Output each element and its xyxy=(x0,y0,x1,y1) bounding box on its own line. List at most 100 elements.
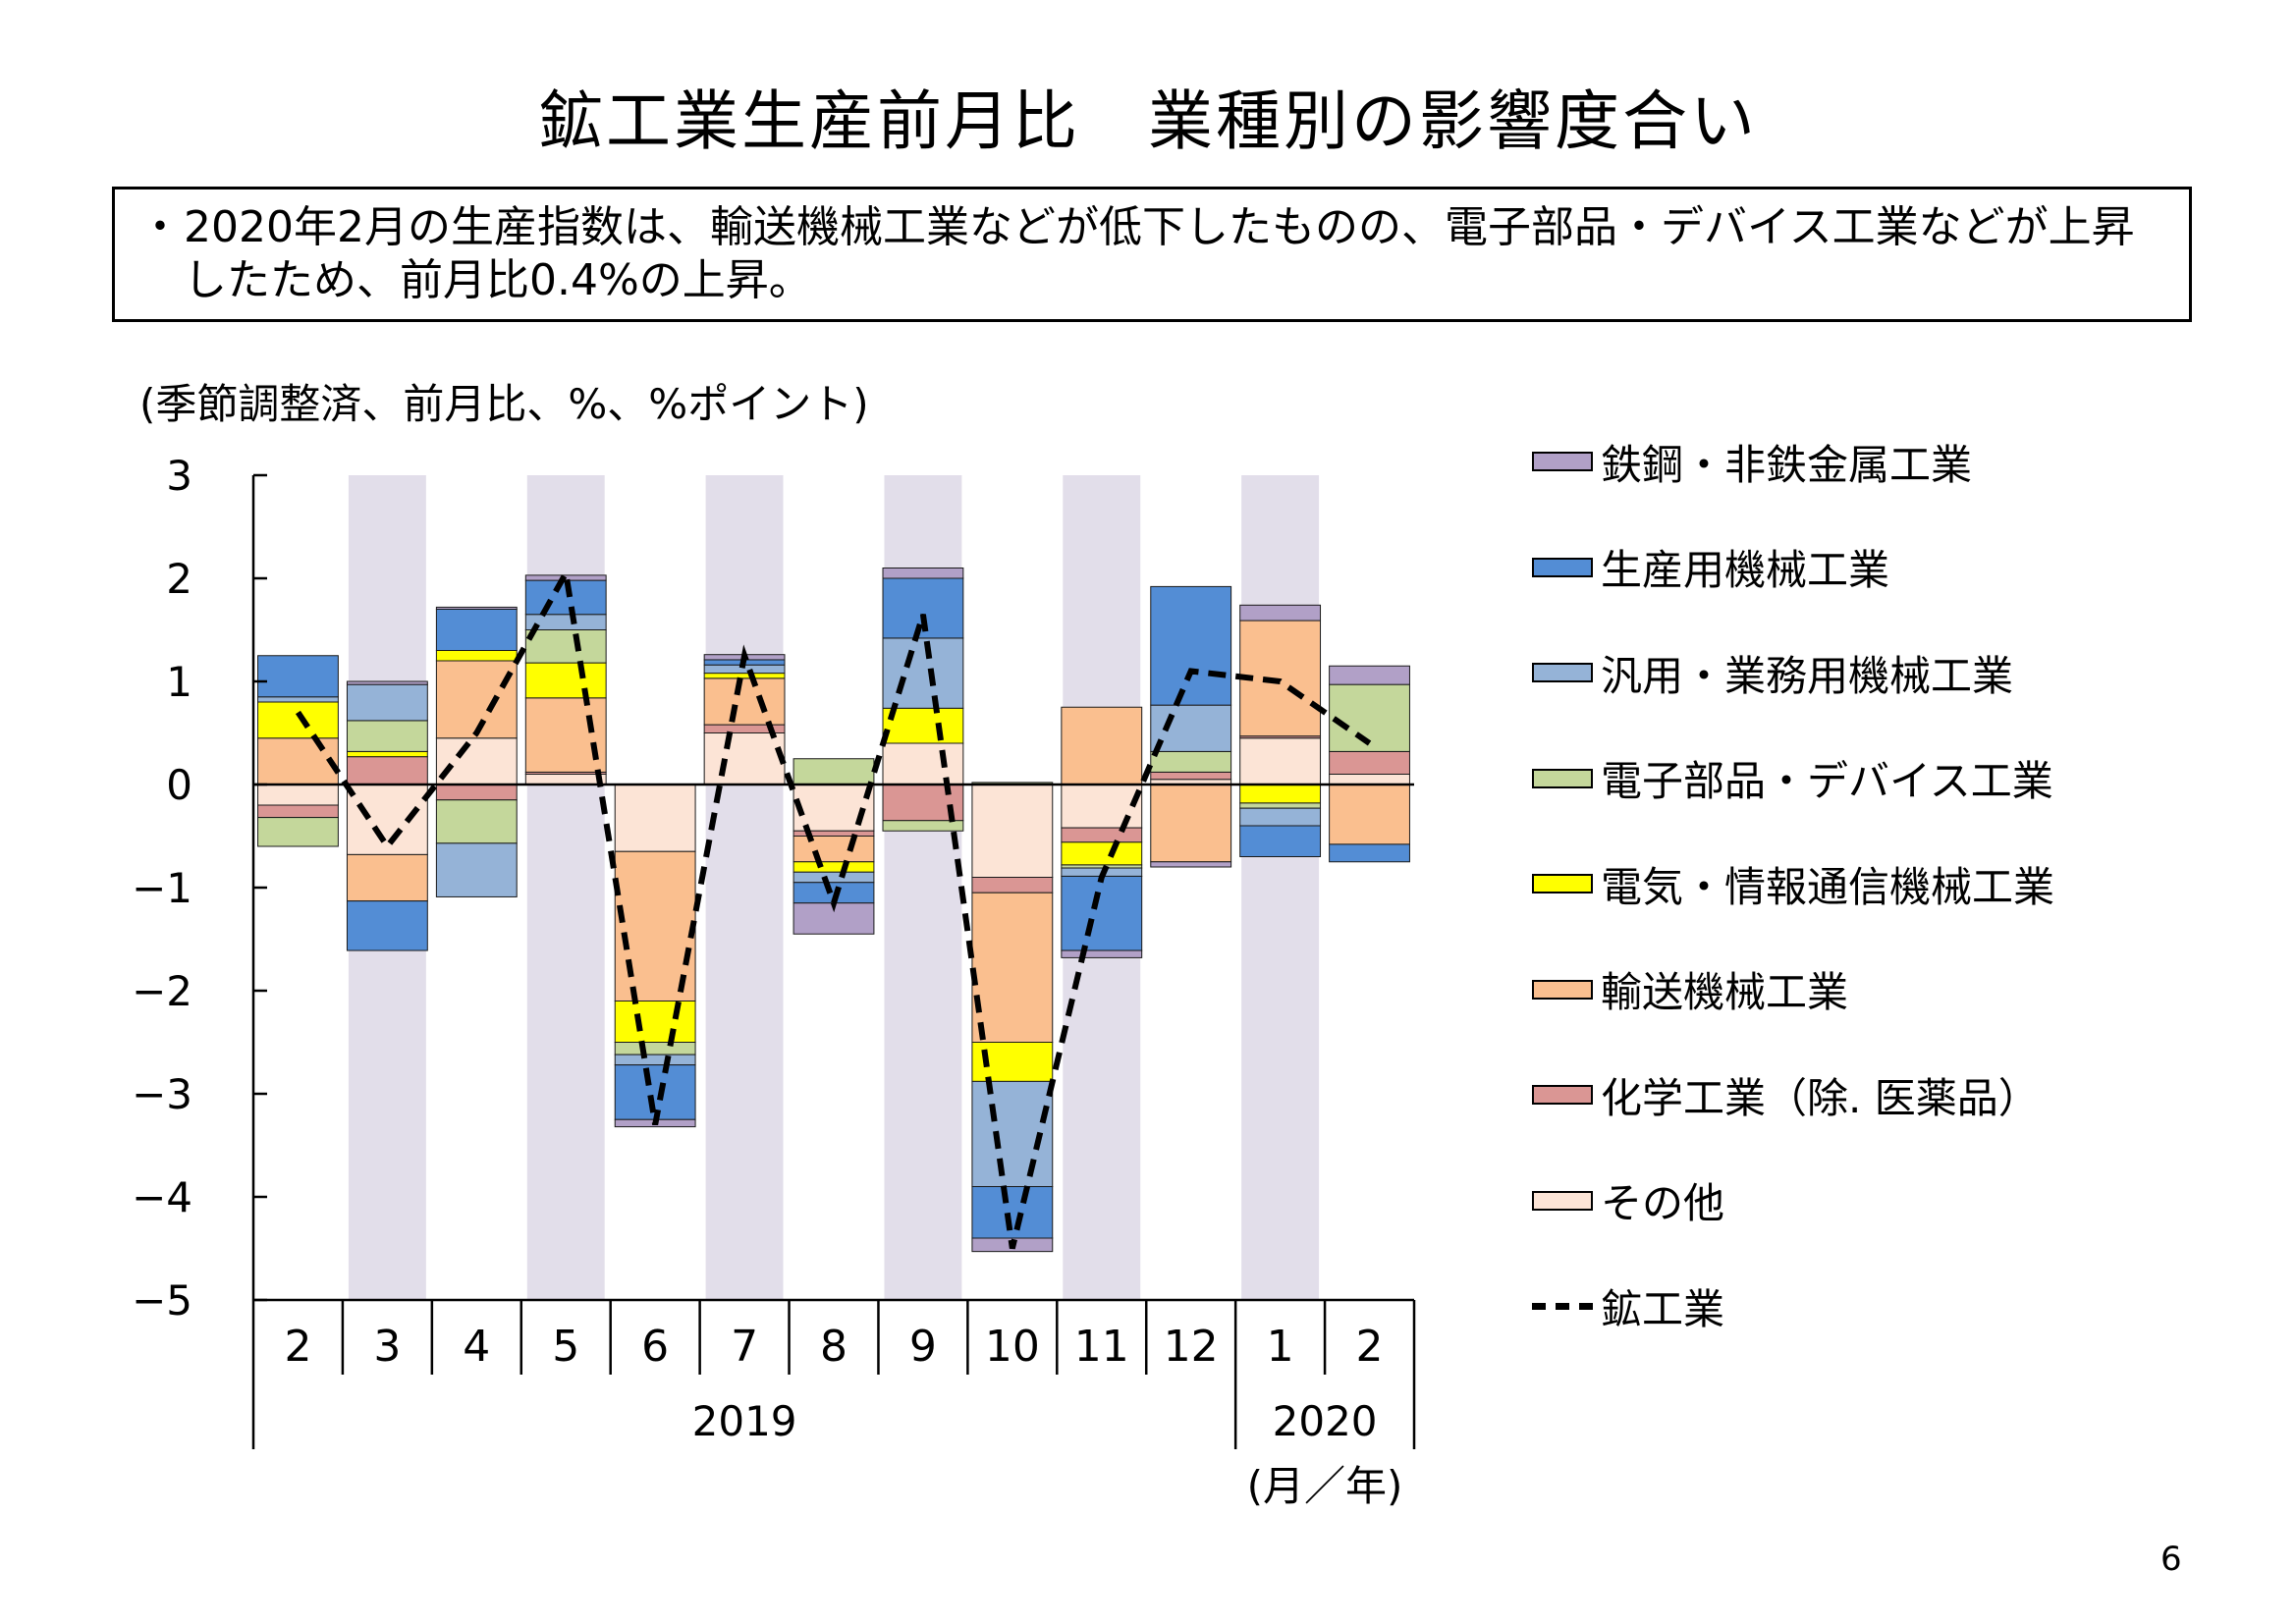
legend-swatch xyxy=(1532,979,1593,1000)
shaded-band xyxy=(705,475,784,1300)
bar-segment xyxy=(1239,802,1322,809)
bar-segment xyxy=(257,817,339,847)
bar-segment xyxy=(1150,585,1232,706)
bar-segment xyxy=(1150,771,1232,781)
bar-segment xyxy=(1239,825,1322,857)
bar-segment xyxy=(346,900,428,951)
bar-segment xyxy=(346,784,428,855)
legend-swatch xyxy=(1532,557,1593,577)
bar-segment xyxy=(435,650,518,662)
x-axis-label: (月／年) xyxy=(1247,1462,1403,1510)
y-tick-label: −5 xyxy=(132,1276,192,1325)
x-tick-label: 2 xyxy=(284,1322,311,1372)
bar-segment xyxy=(1239,807,1322,827)
legend-item: 電気・情報通信機械工業 xyxy=(1532,854,2054,913)
bar-segment xyxy=(1061,841,1143,866)
bar-segment xyxy=(971,784,1054,878)
bar-segment xyxy=(1061,706,1143,785)
bar-segment xyxy=(346,683,428,722)
bar-segment xyxy=(703,673,786,679)
bar-segment xyxy=(524,662,607,699)
legend-label: 電気・情報通信機械工業 xyxy=(1601,862,2055,911)
y-tick-label: 2 xyxy=(166,555,192,603)
bar-segment xyxy=(435,737,518,785)
summary-box: ・ 2020年2月の生産指数は、輸送機械工業などが低下したものの、電子部品・デバ… xyxy=(112,187,2192,322)
bar-segment xyxy=(257,804,339,819)
x-tick-label: 12 xyxy=(1164,1322,1219,1372)
bar-segment xyxy=(257,784,339,806)
bar-segment xyxy=(971,1186,1054,1239)
bar-segment xyxy=(793,836,875,863)
bar-segment xyxy=(1329,784,1410,845)
x-tick-label: 5 xyxy=(552,1322,579,1372)
bar-segment xyxy=(793,861,875,873)
bar-segment xyxy=(435,799,518,844)
x-tick-label: 3 xyxy=(373,1322,401,1372)
legend-swatch xyxy=(1532,1085,1593,1105)
bar-segment xyxy=(882,707,964,744)
x-tick-label: 10 xyxy=(985,1322,1040,1372)
bar-segment xyxy=(257,655,339,698)
bar-segment xyxy=(1239,737,1322,785)
bar-segment xyxy=(793,758,875,785)
bar-segment xyxy=(1061,827,1143,843)
year-label: 2020 xyxy=(1273,1397,1378,1445)
legend-item: その他 xyxy=(1532,1171,1724,1230)
y-tick-label: −2 xyxy=(132,967,192,1015)
bar-segment xyxy=(882,637,964,709)
legend-item: 電子部品・デバイス工業 xyxy=(1532,749,2053,808)
bar-segment xyxy=(346,756,428,785)
bar-segment xyxy=(524,629,607,664)
bar-segment xyxy=(1329,843,1410,863)
legend-label: その他 xyxy=(1601,1179,1725,1227)
x-tick-label: 11 xyxy=(1074,1322,1129,1372)
legend-item: 鉱工業 xyxy=(1532,1276,1724,1335)
x-tick-label: 2 xyxy=(1356,1322,1384,1372)
bar-segment xyxy=(257,696,339,703)
bar-segment xyxy=(524,579,607,616)
bar-segment xyxy=(703,677,786,726)
bar-segment xyxy=(1239,604,1322,622)
legend-label: 化学工業（除. 医薬品） xyxy=(1601,1073,2040,1122)
y-tick-label: 0 xyxy=(166,761,192,809)
legend-label: 輸送機械工業 xyxy=(1601,968,1849,1016)
bar-segment xyxy=(1150,704,1232,752)
x-tick-label: 1 xyxy=(1267,1322,1294,1372)
bar-segment xyxy=(257,737,339,785)
y-tick-label: −4 xyxy=(132,1173,192,1221)
bar-segment xyxy=(346,750,428,758)
bar-segment xyxy=(882,742,964,785)
bar-segment xyxy=(882,568,964,579)
legend-label: 鉱工業 xyxy=(1601,1284,1725,1333)
bar-segment xyxy=(346,720,428,752)
x-tick-label: 8 xyxy=(820,1322,847,1372)
y-tick-label: −1 xyxy=(132,864,192,912)
bar-segment xyxy=(524,697,607,773)
page-title: 鉱工業生産前月比 業種別の影響度合い xyxy=(538,83,1758,159)
summary-bullet: ・ xyxy=(138,202,182,252)
bar-segment xyxy=(257,701,339,739)
bar-segment xyxy=(1150,861,1232,868)
x-tick-label: 9 xyxy=(909,1322,937,1372)
bar-segment xyxy=(614,1042,696,1056)
bar-segment xyxy=(346,853,428,902)
legend-swatch xyxy=(1532,663,1593,682)
year-label: 2019 xyxy=(692,1397,797,1445)
bar-segment xyxy=(971,892,1054,1043)
bar-segment xyxy=(435,609,518,651)
legend-label: 電子部品・デバイス工業 xyxy=(1601,757,2053,805)
bar-segment xyxy=(524,774,607,785)
bar-segment xyxy=(435,606,518,611)
legend-swatch xyxy=(1532,768,1593,788)
bar-segment xyxy=(971,877,1054,893)
bar-segment xyxy=(703,732,786,785)
total-line xyxy=(295,564,1372,1250)
legend-item: 輸送機械工業 xyxy=(1532,960,1848,1019)
summary-text: 2020年2月の生産指数は、輸送機械工業などが低下したものの、電子部品・デバイス… xyxy=(184,202,2135,305)
bar-segment xyxy=(1150,750,1232,773)
legend-item: 汎用・業務用機械工業 xyxy=(1532,643,2013,702)
legend-swatch xyxy=(1532,1302,1593,1310)
legend-swatch xyxy=(1532,874,1593,893)
bar-segment xyxy=(793,871,875,884)
bar-segment xyxy=(1239,620,1322,737)
